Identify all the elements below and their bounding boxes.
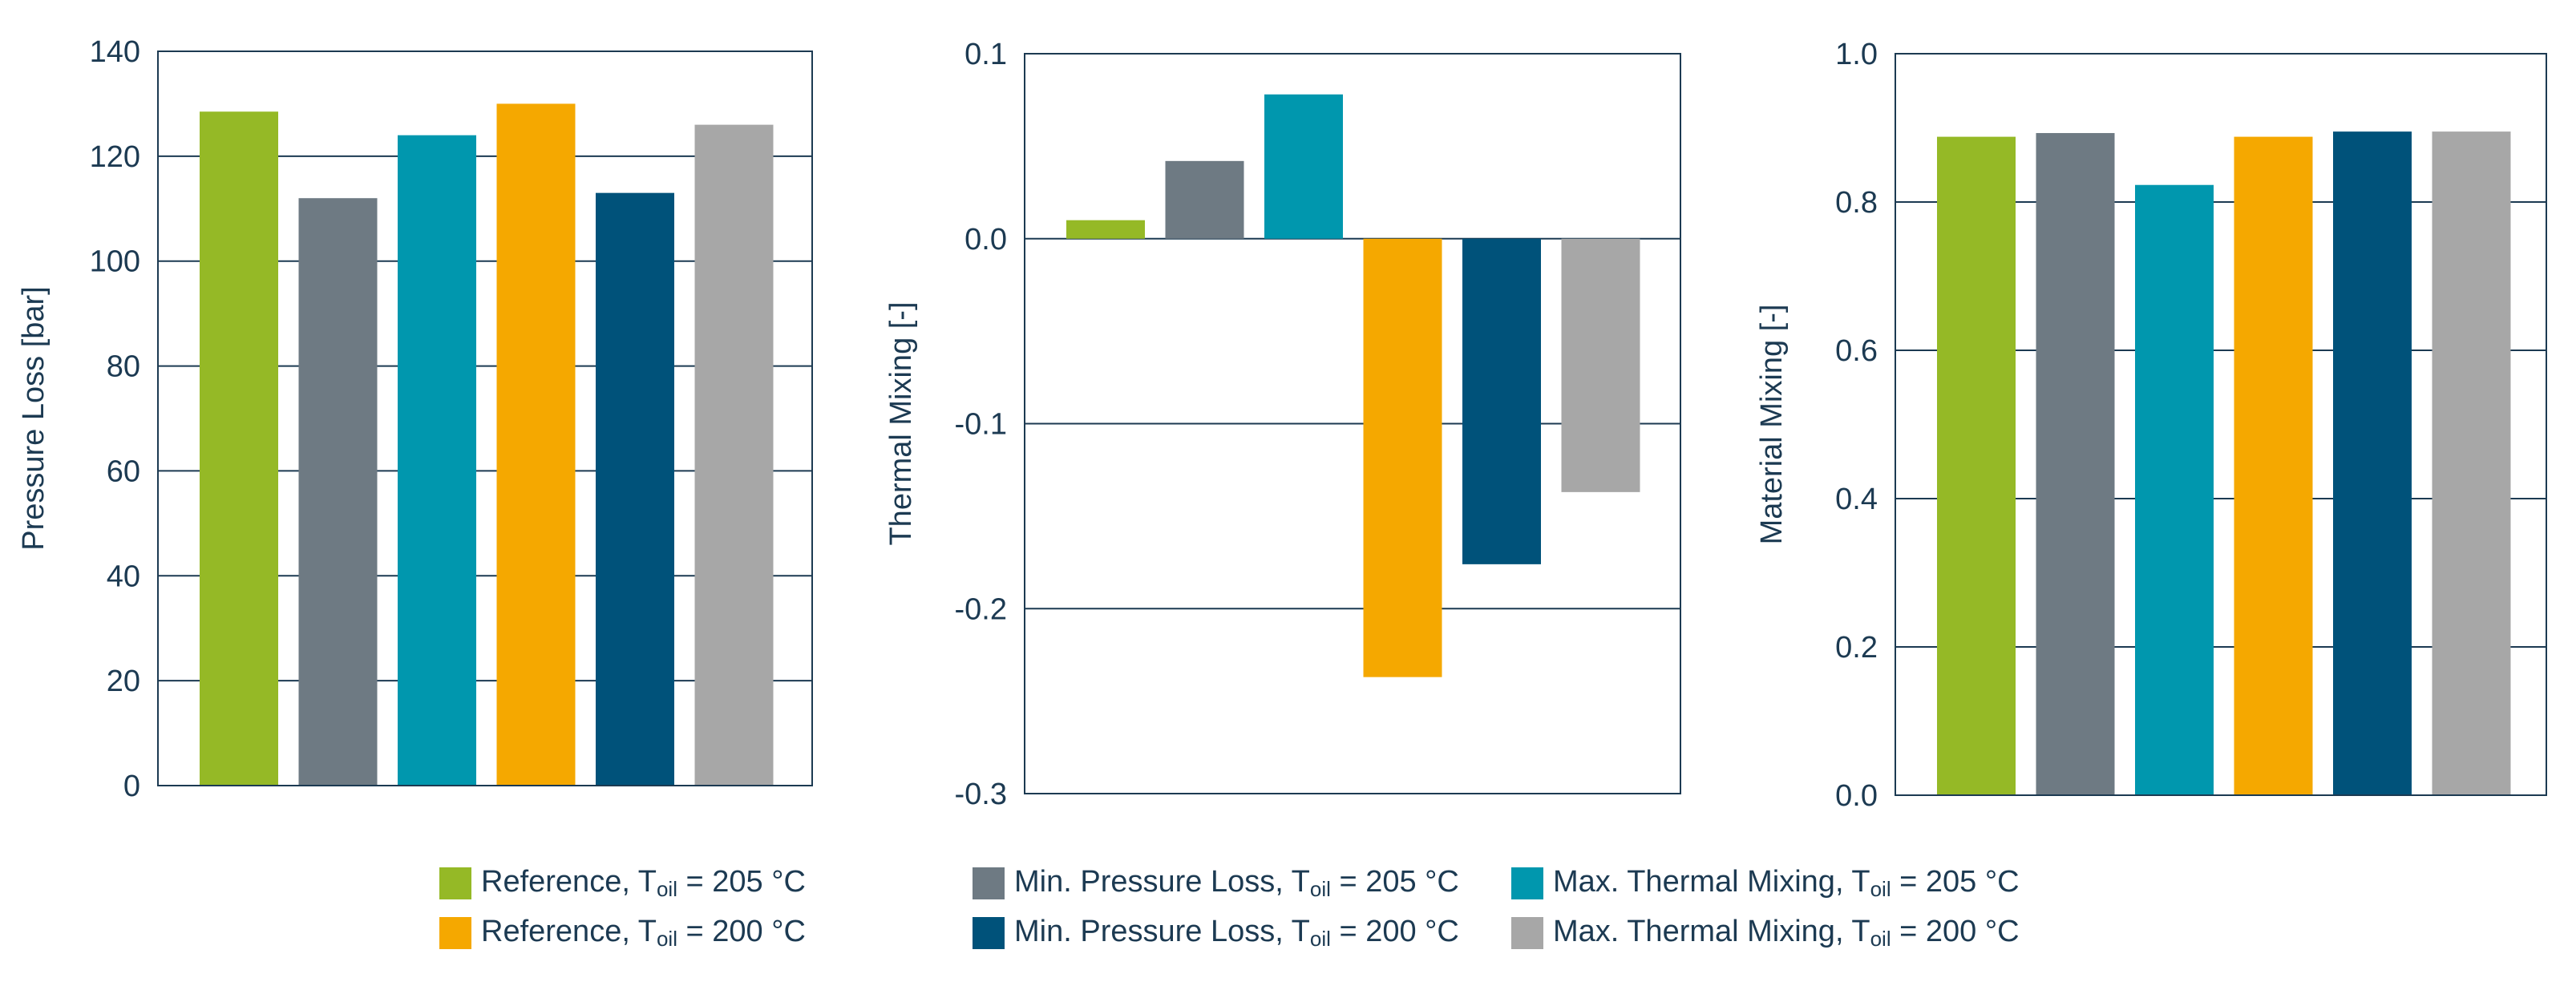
bar: [1937, 136, 2016, 796]
bar: [200, 111, 278, 786]
y-tick-label: 0.1: [964, 38, 1007, 71]
material-mixing-chart: 0.0 0.2 0.4 0.6 0.8 1.0 Material Mixing [-]: [1755, 38, 2547, 813]
legend-swatch: [1511, 917, 1543, 949]
y-tick-label: 0: [123, 770, 140, 803]
bar: [2135, 184, 2214, 796]
legend-swatch: [973, 917, 1005, 949]
bar: [1264, 94, 1343, 239]
legend-item-reference-200: Reference, Toil = 200 °C: [439, 912, 806, 954]
legend-swatch: [973, 867, 1005, 899]
legend-swatch: [1511, 867, 1543, 899]
bar: [1462, 238, 1541, 564]
bar: [298, 198, 378, 786]
y-tick-label: 1.0: [1835, 38, 1878, 71]
y-tick-label: 80: [107, 350, 140, 384]
y-tick-label: 20: [107, 665, 140, 698]
legend-item-max-thermal-mixing-200: Max. Thermal Mixing, Toil = 200 °C: [1511, 912, 2020, 954]
y-tick-label: 0.2: [1835, 631, 1878, 665]
y-tick-label: -0.1: [955, 408, 1007, 442]
y-tick-label: 0.0: [1835, 779, 1878, 813]
y-axis-title: Pressure Loss [bar]: [17, 286, 51, 550]
legend-item-min-pressure-loss-205: Min. Pressure Loss, Toil = 205 °C: [973, 863, 1459, 904]
legend-label: Max. Thermal Mixing, Toil = 200 °C: [1553, 915, 2020, 951]
legend-item-max-thermal-mixing-205: Max. Thermal Mixing, Toil = 205 °C: [1511, 863, 2020, 904]
legend-item-min-pressure-loss-200: Min. Pressure Loss, Toil = 200 °C: [973, 912, 1459, 954]
legend-swatch: [439, 867, 471, 899]
bar: [1363, 238, 1442, 677]
y-tick-label: 60: [107, 455, 140, 488]
y-tick-label: 120: [90, 140, 140, 174]
y-tick-label: 40: [107, 560, 140, 593]
bar: [398, 135, 476, 786]
legend-swatch: [439, 917, 471, 949]
bar: [2234, 136, 2313, 796]
legend-label: Reference, Toil = 200 °C: [481, 915, 806, 951]
bar: [596, 192, 674, 786]
bar: [2432, 131, 2511, 795]
plot-frame: [1024, 53, 1681, 794]
bar: [2333, 131, 2412, 795]
plot-frame: [1895, 53, 2547, 796]
legend-label: Min. Pressure Loss, Toil = 200 °C: [1014, 915, 1459, 951]
y-tick-label: -0.3: [955, 778, 1007, 811]
y-tick-label: 100: [90, 245, 140, 279]
thermal-mixing-chart: -0.3 -0.2 -0.1 0.0 0.1 Thermal Mixing [-]: [884, 38, 1681, 811]
legend-label: Max. Thermal Mixing, Toil = 205 °C: [1553, 865, 2020, 901]
pressure-loss-chart: 0 20 40 60 80 100 120 140 Pressure Loss [bar]: [17, 35, 813, 803]
y-tick-label: 140: [90, 35, 140, 69]
y-axis-title: Thermal Mixing [-]: [884, 301, 918, 545]
bar: [1066, 220, 1145, 239]
bar: [496, 103, 576, 786]
legend-label: Reference, Toil = 205 °C: [481, 865, 806, 901]
legend-label: Min. Pressure Loss, Toil = 205 °C: [1014, 865, 1459, 901]
bar: [1165, 160, 1244, 239]
y-axis-title: Material Mixing [-]: [1755, 305, 1789, 545]
y-tick-label: 0.0: [964, 223, 1007, 257]
bar: [1561, 238, 1640, 492]
y-tick-label: 0.8: [1835, 186, 1878, 220]
plot-frame: [157, 51, 813, 786]
bar: [694, 124, 774, 786]
y-tick-label: -0.2: [955, 592, 1007, 626]
bar: [2036, 132, 2115, 796]
y-tick-label: 0.6: [1835, 334, 1878, 368]
legend-item-reference-205: Reference, Toil = 205 °C: [439, 863, 806, 904]
y-tick-label: 0.4: [1835, 483, 1878, 516]
